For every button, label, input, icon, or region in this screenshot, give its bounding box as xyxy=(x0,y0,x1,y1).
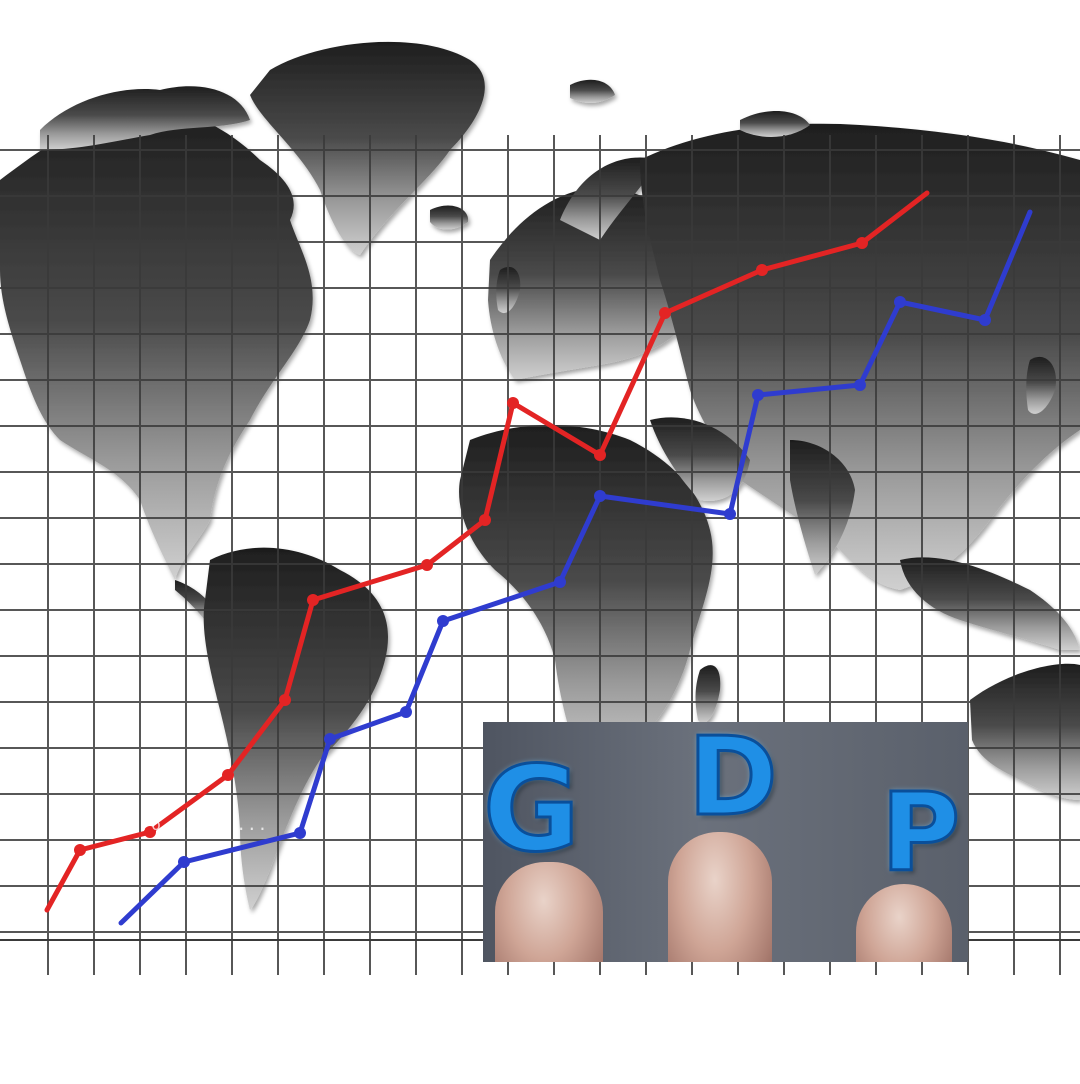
letter-g: G xyxy=(483,740,581,878)
finger-middle xyxy=(668,832,772,962)
arctic-islands-shape xyxy=(40,86,250,150)
finger-right xyxy=(856,884,952,962)
watermark-text: pro... ow ... xyxy=(130,815,269,834)
blue-line-point xyxy=(178,856,190,868)
blue-line-point xyxy=(752,389,764,401)
europe-shape xyxy=(488,187,701,380)
africa-shape xyxy=(459,425,713,770)
red-line-point xyxy=(421,559,433,571)
scandinavia-shape xyxy=(560,157,660,240)
finger-left xyxy=(495,862,603,962)
red-line-point xyxy=(222,769,234,781)
red-line-point xyxy=(594,449,606,461)
red-line-point xyxy=(856,237,868,249)
blue-line xyxy=(118,209,1033,926)
japan-shape xyxy=(1026,356,1056,414)
south-america-shape xyxy=(203,547,388,910)
letter-d: D xyxy=(687,722,780,840)
red-line-point xyxy=(144,826,156,838)
red-line-point xyxy=(756,264,768,276)
india-shape xyxy=(790,440,855,575)
greenland-shape xyxy=(250,41,485,256)
red-line-point xyxy=(279,694,291,706)
svalbard-shape xyxy=(570,79,615,103)
blue-line-point xyxy=(979,314,991,326)
madagascar-shape xyxy=(695,665,721,724)
blue-line-point xyxy=(724,508,736,520)
red-line-point xyxy=(507,397,519,409)
red-line-point xyxy=(479,514,491,526)
growth-lines xyxy=(44,190,1033,926)
blue-line-point xyxy=(400,706,412,718)
arabia-shape xyxy=(650,417,750,501)
north-america-shape xyxy=(0,108,313,580)
blue-line-point xyxy=(894,296,906,308)
blue-line-point xyxy=(594,490,606,502)
iceland-shape xyxy=(430,205,469,230)
blue-line-point xyxy=(437,615,449,627)
blue-line-point xyxy=(554,576,566,588)
letter-p: P xyxy=(879,771,961,896)
red-line-point xyxy=(659,307,671,319)
red-line-point xyxy=(307,594,319,606)
blue-line-point xyxy=(854,379,866,391)
red-line xyxy=(44,190,930,913)
sea-islands-shape xyxy=(900,557,1080,650)
red-line-point xyxy=(74,844,86,856)
continents xyxy=(0,41,1080,910)
asia-shape xyxy=(640,123,1080,591)
gdp-photo: G D P xyxy=(483,722,968,962)
australia-shape xyxy=(970,663,1080,800)
blue-line-point xyxy=(294,827,306,839)
russian-arctic-shape xyxy=(740,110,810,137)
blue-line-point xyxy=(324,733,336,745)
